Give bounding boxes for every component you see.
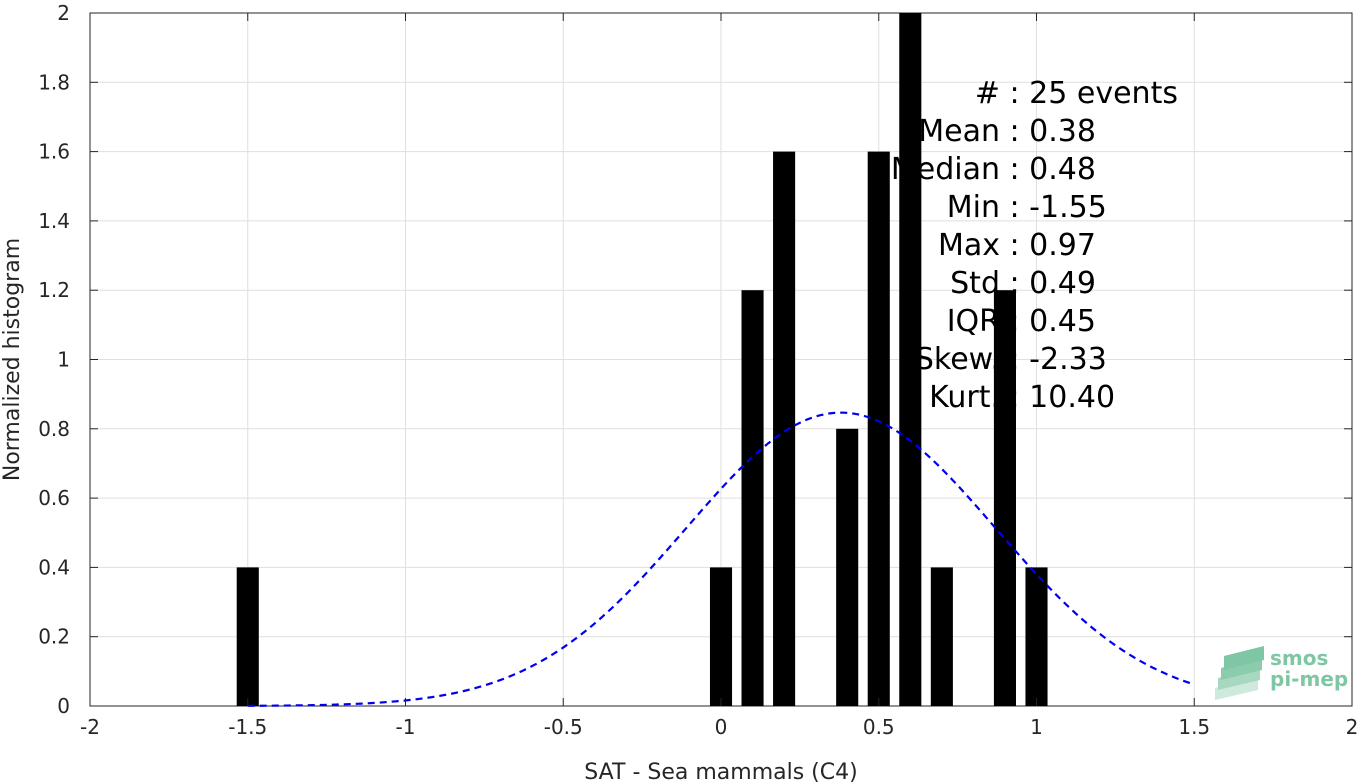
histogram-bar [899, 13, 922, 706]
y-tick-label: 0.6 [38, 486, 70, 510]
x-tick-label: -2 [80, 715, 100, 739]
x-tick-label: 2 [1346, 715, 1359, 739]
x-axis-label: SAT - Sea mammals (C4) [584, 760, 857, 784]
bars [236, 13, 1048, 707]
histogram-bar [993, 290, 1016, 706]
x-tick-label: 1 [1030, 715, 1043, 739]
stat-line: # : 25 events [975, 76, 1178, 111]
y-tick-label: 2 [57, 1, 70, 25]
y-tick-label: 1.4 [38, 209, 70, 233]
logo-text-smos: smos [1270, 646, 1328, 670]
y-tick-label: 1.2 [38, 278, 70, 302]
grid [89, 12, 1353, 707]
logo-text-pi-mep: pi-mep [1270, 667, 1348, 691]
y-tick-label: 1.8 [38, 70, 70, 94]
stat-line: Kurt. : 10.40 [929, 380, 1115, 415]
y-tick-label: 0.2 [38, 625, 70, 649]
y-tick-label: 1 [57, 348, 70, 372]
x-tick-label: 0.5 [863, 715, 895, 739]
y-axis-label: Normalized histogram [0, 238, 25, 481]
stat-line: Std : 0.49 [950, 266, 1096, 301]
x-tick-label: -1 [396, 715, 416, 739]
stat-line: Median : 0.48 [891, 152, 1096, 187]
x-tick-label: 0 [715, 715, 728, 739]
y-tick-label: 0.4 [38, 555, 70, 579]
histogram-bar [1025, 567, 1048, 706]
x-tick-label: -1.5 [228, 715, 267, 739]
smos-pi-mep-logo: smos pi-mep [1215, 646, 1348, 700]
y-tick-label: 1.6 [38, 140, 70, 164]
stat-line: Min : -1.55 [947, 190, 1107, 225]
stat-line: Skew. : -2.33 [915, 342, 1107, 377]
histogram-bar [741, 290, 764, 706]
histogram-bar [930, 567, 953, 706]
histogram-bar [236, 567, 259, 706]
stat-line: IQR : 0.45 [947, 304, 1096, 339]
histogram-bar [773, 151, 796, 707]
histogram-bar [867, 151, 890, 707]
histogram-bar [836, 428, 859, 706]
x-tick-label: -0.5 [544, 715, 583, 739]
stat-line: Max : 0.97 [938, 228, 1096, 263]
axis-ticks: -2 -1.5 -1 -0.5 0 0.5 1 1.5 2 0 0.2 0.4 0.6 0.8 1 1.2 1.… [38, 1, 1358, 739]
y-tick-label: 0 [57, 694, 70, 718]
stat-line: Mean : 0.38 [918, 114, 1096, 149]
logo-stack-icon [1215, 646, 1264, 700]
x-tick-label: 1.5 [1178, 715, 1210, 739]
histogram-bar [709, 567, 733, 706]
y-tick-label: 0.8 [38, 417, 70, 441]
